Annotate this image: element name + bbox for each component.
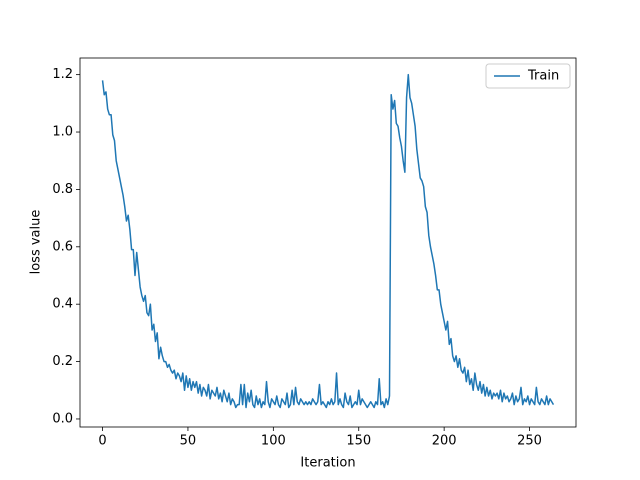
- x-tick-label: 50: [180, 434, 197, 449]
- x-tick-label: 250: [517, 434, 542, 449]
- y-tick-label: 1.0: [52, 125, 73, 140]
- y-tick-label: 0.4: [52, 297, 73, 312]
- y-tick-label: 0.2: [52, 354, 73, 369]
- x-axis-label: Iteration: [300, 456, 355, 471]
- y-tick-label: 1.2: [52, 67, 73, 82]
- axes-frame: [79, 57, 577, 428]
- legend-box: [485, 63, 571, 89]
- y-axis-label: loss value: [29, 210, 44, 275]
- x-tick-label: 200: [432, 434, 457, 449]
- y-tick-label: 0.6: [52, 239, 73, 254]
- line-series: [101, 73, 555, 409]
- x-tick-label: 150: [346, 434, 371, 449]
- y-tick-label: 0.0: [52, 411, 73, 426]
- x-tick-label: 100: [261, 434, 286, 449]
- legend-label: Train: [527, 69, 559, 84]
- x-tick-label: 0: [98, 434, 106, 449]
- y-tick-label: 0.8: [52, 182, 73, 197]
